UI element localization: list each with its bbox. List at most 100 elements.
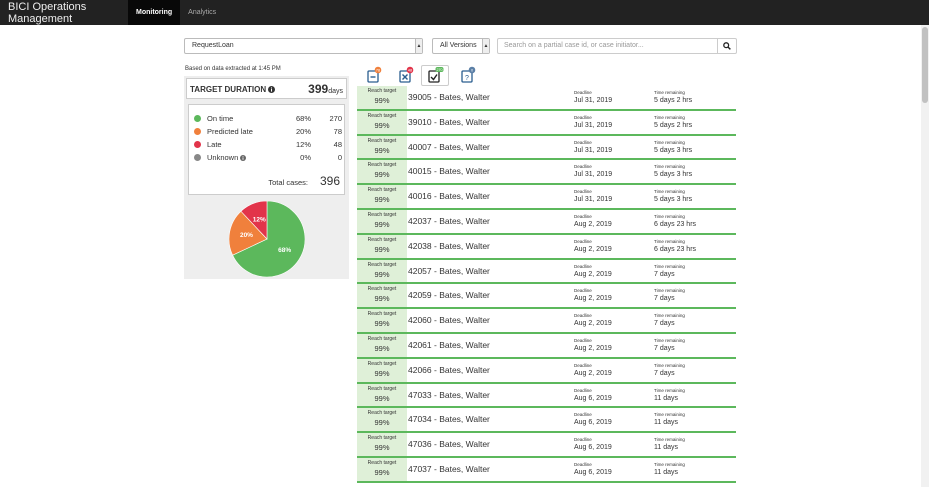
case-row[interactable]: Reach target 99% 47034 - Bates, Walter Dead… bbox=[357, 408, 736, 434]
reach-target-cell: Reach target 99% bbox=[357, 383, 407, 407]
time-remaining-cell: Time remaining 7 days bbox=[654, 363, 685, 377]
reach-target-value: 99% bbox=[374, 368, 390, 378]
case-row[interactable]: Reach target 99% 42061 - Bates, Walter Dead… bbox=[357, 334, 736, 359]
stat-count: 270 bbox=[329, 114, 342, 123]
late-filter-button[interactable]: 48 bbox=[396, 66, 415, 84]
case-row[interactable]: Reach target 99% 40007 - Bates, Walter Dead… bbox=[357, 135, 736, 161]
stat-row-on-time[interactable]: On time 68% 270 bbox=[189, 113, 346, 125]
time-remaining-label: Time remaining bbox=[654, 238, 685, 244]
case-title[interactable]: 47033 - Bates, Walter bbox=[408, 389, 490, 400]
time-remaining-label: Time remaining bbox=[654, 313, 685, 319]
case-title[interactable]: 47036 - Bates, Walter bbox=[408, 439, 490, 450]
filter-badge: 78 bbox=[376, 69, 380, 73]
case-title[interactable]: 40015 - Bates, Walter bbox=[408, 166, 490, 177]
deadline-cell: Deadline Aug 6, 2019 bbox=[574, 462, 612, 476]
case-row[interactable]: Reach target 99% 47037 - Bates, Walter Dead… bbox=[357, 458, 736, 483]
case-row[interactable]: Reach target 99% 40015 - Bates, Walter Dead… bbox=[357, 160, 736, 186]
status-dot-icon bbox=[194, 115, 201, 122]
search-input[interactable]: Search on a partial case id, or case ini… bbox=[497, 38, 718, 54]
deadline-value: Aug 2, 2019 bbox=[574, 221, 612, 228]
page-scrollbar[interactable] bbox=[921, 25, 929, 487]
deadline-value: Jul 31, 2019 bbox=[574, 97, 613, 104]
tab-monitoring[interactable]: Monitoring bbox=[128, 0, 181, 25]
pie-slice-late[interactable] bbox=[240, 201, 268, 240]
time-remaining-label: Time remaining bbox=[654, 263, 685, 269]
case-title[interactable]: 42057 - Bates, Walter bbox=[408, 265, 490, 276]
status-dot-icon bbox=[194, 141, 201, 148]
scrollbar-thumb[interactable] bbox=[922, 27, 928, 103]
top-navbar: BICI Operations Management Monitoring An… bbox=[0, 0, 929, 25]
reach-target-value: 99% bbox=[374, 468, 390, 477]
case-row[interactable]: Reach target 99% 42057 - Bates, Walter Dead… bbox=[357, 259, 736, 285]
on-time-filter-button[interactable]: 270 bbox=[421, 65, 449, 86]
time-remaining-cell: Time remaining 11 days bbox=[654, 462, 685, 476]
app-brand[interactable]: BICI Operations Management bbox=[8, 0, 87, 25]
reach-target-label: Reach target bbox=[367, 410, 397, 417]
pie-slice-on-time[interactable] bbox=[232, 201, 305, 277]
deadline-value: Aug 2, 2019 bbox=[574, 295, 612, 303]
target-duration-unit: days bbox=[328, 88, 343, 95]
case-row[interactable]: Reach target 99% 47036 - Bates, Walter Dead… bbox=[357, 433, 736, 458]
target-duration-label: TARGET DURATION bbox=[190, 85, 276, 94]
case-title[interactable]: 40007 - Bates, Walter bbox=[408, 141, 490, 152]
reach-target-value: 99% bbox=[374, 393, 390, 403]
deadline-label: Deadline bbox=[574, 387, 592, 393]
case-row[interactable]: Reach target 99% 39005 - Bates, Walter Dead… bbox=[357, 86, 736, 111]
reach-target-cell: Reach target 99% bbox=[357, 185, 407, 208]
case-title[interactable]: 42061 - Bates, Walter bbox=[408, 340, 490, 350]
reach-target-cell: Reach target 99% bbox=[357, 458, 407, 481]
case-row[interactable]: Reach target 99% 42038 - Bates, Walter Dead… bbox=[357, 234, 736, 260]
search-button[interactable] bbox=[718, 38, 737, 54]
case-title[interactable]: 42038 - Bates, Walter bbox=[408, 240, 490, 251]
case-title[interactable]: 39010 - Bates, Walter bbox=[408, 116, 490, 127]
reach-target-cell: Reach target 99% bbox=[357, 135, 407, 159]
process-select[interactable]: RequestLoan ▲ bbox=[184, 38, 423, 54]
case-title[interactable]: 42037 - Bates, Walter bbox=[408, 216, 490, 226]
stat-row-late[interactable]: Late 12% 48 bbox=[189, 139, 346, 151]
info-icon[interactable] bbox=[240, 155, 247, 161]
time-remaining-label: Time remaining bbox=[654, 214, 685, 219]
case-row[interactable]: Reach target 99% 42059 - Bates, Walter Dead… bbox=[357, 284, 736, 310]
case-title[interactable]: 40016 - Bates, Walter bbox=[408, 191, 490, 202]
case-title[interactable]: 42059 - Bates, Walter bbox=[408, 290, 490, 301]
pie-slice-predicted-late[interactable] bbox=[229, 210, 268, 256]
version-select[interactable]: All Versions ▲ bbox=[432, 38, 490, 54]
filter-badge: 0 bbox=[471, 69, 473, 73]
unknown-filter-button[interactable]: ? 0 bbox=[458, 66, 477, 84]
case-title[interactable]: 39005 - Bates, Walter bbox=[408, 92, 490, 102]
case-row[interactable]: Reach target 99% 39010 - Bates, Walter Dead… bbox=[357, 110, 736, 136]
reach-target-cell: Reach target 99% bbox=[357, 259, 407, 283]
case-title[interactable]: 42066 - Bates, Walter bbox=[408, 364, 490, 375]
case-row[interactable]: Reach target 99% 47033 - Bates, Walter Dead… bbox=[357, 383, 736, 409]
stat-row-predicted-late[interactable]: Predicted late 20% 78 bbox=[189, 126, 346, 138]
time-remaining-cell: Time remaining 6 days 23 hrs bbox=[654, 214, 696, 228]
reach-target-label: Reach target bbox=[367, 112, 397, 119]
predicted-late-filter-button[interactable]: 78 bbox=[364, 66, 383, 84]
case-row[interactable]: Reach target 99% 42060 - Bates, Walter Dead… bbox=[357, 309, 736, 334]
deadline-label: Deadline bbox=[574, 412, 592, 418]
deadline-value: Aug 2, 2019 bbox=[574, 245, 612, 253]
case-list[interactable]: Reach target 99% 39005 - Bates, Walter Dead… bbox=[357, 86, 736, 487]
time-remaining-value: 7 days bbox=[654, 320, 675, 328]
reach-target-label: Reach target bbox=[367, 435, 397, 442]
deadline-cell: Deadline Aug 2, 2019 bbox=[574, 288, 612, 302]
unknown-filter-icon: ? 0 bbox=[461, 66, 476, 83]
time-remaining-value: 5 days 3 hrs bbox=[654, 146, 693, 154]
deadline-value: Aug 6, 2019 bbox=[574, 419, 612, 427]
case-row[interactable]: Reach target 99% 40016 - Bates, Walter Dead… bbox=[357, 185, 736, 210]
case-title[interactable]: 42060 - Bates, Walter bbox=[408, 315, 490, 326]
time-remaining-label: Time remaining bbox=[654, 288, 685, 294]
info-icon[interactable] bbox=[268, 86, 276, 93]
case-title[interactable]: 47034 - Bates, Walter bbox=[408, 414, 490, 425]
case-row[interactable]: Reach target 99% 42037 - Bates, Walter Dead… bbox=[357, 210, 736, 235]
case-row[interactable]: Reach target 99% 42066 - Bates, Walter Dead… bbox=[357, 358, 736, 384]
deadline-cell: Deadline Jul 31, 2019 bbox=[574, 90, 612, 104]
version-select-value: All Versions bbox=[440, 42, 477, 49]
tab-analytics[interactable]: Analytics bbox=[188, 9, 217, 16]
deadline-cell: Deadline Jul 31, 2019 bbox=[574, 189, 612, 203]
stat-percent: 20% bbox=[295, 127, 311, 136]
stat-row-unknown[interactable]: Unknown 0% 0 bbox=[189, 152, 346, 164]
reach-target-label: Reach target bbox=[367, 236, 397, 243]
stat-name: Late bbox=[207, 140, 222, 149]
case-title[interactable]: 47037 - Bates, Walter bbox=[408, 464, 490, 474]
